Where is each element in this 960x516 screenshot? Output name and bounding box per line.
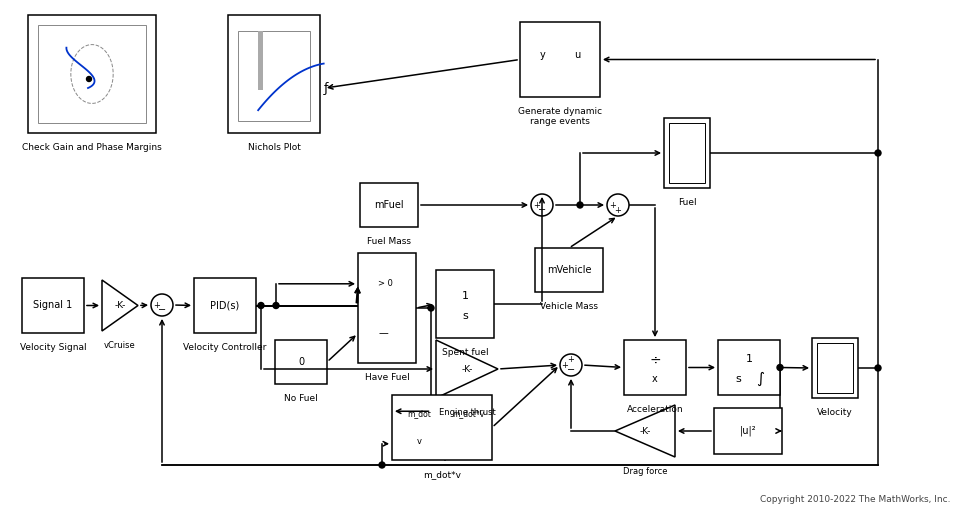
Circle shape bbox=[428, 305, 434, 311]
FancyBboxPatch shape bbox=[194, 278, 256, 333]
Text: -K-: -K- bbox=[639, 427, 651, 436]
Text: u: u bbox=[574, 50, 581, 59]
Text: x: x bbox=[652, 374, 658, 383]
Text: Check Gain and Phase Margins: Check Gain and Phase Margins bbox=[22, 143, 162, 152]
Text: −: − bbox=[538, 205, 546, 216]
Text: Have Fuel: Have Fuel bbox=[365, 373, 409, 382]
FancyBboxPatch shape bbox=[718, 340, 780, 395]
Text: m_dot*v: m_dot*v bbox=[423, 470, 461, 479]
Text: v: v bbox=[417, 437, 421, 446]
Text: Engine thrust: Engine thrust bbox=[439, 408, 495, 417]
Text: Signal 1: Signal 1 bbox=[34, 300, 73, 311]
FancyBboxPatch shape bbox=[258, 31, 263, 89]
FancyBboxPatch shape bbox=[436, 270, 494, 338]
Text: Fuel: Fuel bbox=[678, 198, 696, 207]
Text: 0: 0 bbox=[298, 357, 304, 367]
Text: +: + bbox=[153, 300, 160, 310]
Text: s: s bbox=[462, 311, 468, 321]
Text: Nichols Plot: Nichols Plot bbox=[248, 143, 300, 152]
Circle shape bbox=[258, 302, 264, 309]
Text: Velocity Signal: Velocity Signal bbox=[20, 343, 86, 352]
Text: -K-: -K- bbox=[462, 364, 472, 374]
Circle shape bbox=[875, 365, 881, 371]
Text: -K-: -K- bbox=[114, 301, 126, 310]
FancyBboxPatch shape bbox=[664, 118, 710, 188]
Text: +: + bbox=[614, 206, 621, 215]
Text: Acceleration: Acceleration bbox=[627, 405, 684, 414]
Text: > 0: > 0 bbox=[378, 279, 394, 288]
Text: vCruise: vCruise bbox=[104, 341, 136, 350]
Text: Drag force: Drag force bbox=[623, 467, 667, 476]
Text: Vehicle Mass: Vehicle Mass bbox=[540, 302, 598, 311]
Text: +: + bbox=[562, 361, 568, 369]
Circle shape bbox=[151, 294, 173, 316]
Circle shape bbox=[607, 194, 629, 216]
Text: +: + bbox=[567, 355, 574, 364]
FancyBboxPatch shape bbox=[22, 278, 84, 333]
Circle shape bbox=[379, 462, 385, 468]
Text: ÷: ÷ bbox=[649, 354, 660, 368]
FancyBboxPatch shape bbox=[228, 15, 320, 133]
Text: mFuel: mFuel bbox=[374, 200, 404, 210]
Text: 1: 1 bbox=[746, 354, 753, 364]
Text: −: − bbox=[158, 305, 166, 315]
Text: m_dot*v: m_dot*v bbox=[452, 409, 484, 417]
Text: range events: range events bbox=[530, 117, 590, 126]
Text: Spent fuel: Spent fuel bbox=[442, 348, 489, 357]
FancyBboxPatch shape bbox=[38, 25, 146, 123]
Text: mVehicle: mVehicle bbox=[547, 265, 591, 275]
FancyBboxPatch shape bbox=[358, 253, 416, 363]
FancyBboxPatch shape bbox=[520, 22, 600, 97]
Circle shape bbox=[560, 354, 582, 376]
Circle shape bbox=[273, 302, 279, 309]
Text: —: — bbox=[378, 328, 388, 338]
Circle shape bbox=[777, 364, 783, 370]
Text: Generate dynamic: Generate dynamic bbox=[518, 107, 602, 116]
Polygon shape bbox=[102, 280, 138, 331]
Text: PID(s): PID(s) bbox=[210, 300, 240, 311]
Text: |u|²: |u|² bbox=[740, 426, 756, 436]
FancyBboxPatch shape bbox=[275, 340, 327, 384]
FancyBboxPatch shape bbox=[817, 343, 853, 393]
Circle shape bbox=[86, 76, 91, 82]
Text: −: − bbox=[567, 365, 575, 376]
Circle shape bbox=[875, 150, 881, 156]
Text: m_dot: m_dot bbox=[407, 409, 431, 417]
Text: ƒ: ƒ bbox=[324, 82, 328, 94]
Circle shape bbox=[577, 202, 583, 208]
FancyBboxPatch shape bbox=[360, 183, 418, 227]
Text: Velocity Controller: Velocity Controller bbox=[183, 343, 267, 352]
Text: Fuel Mass: Fuel Mass bbox=[367, 237, 411, 246]
Text: s: s bbox=[735, 374, 741, 383]
FancyBboxPatch shape bbox=[238, 31, 310, 121]
FancyBboxPatch shape bbox=[28, 15, 156, 133]
Polygon shape bbox=[436, 340, 498, 398]
FancyBboxPatch shape bbox=[669, 123, 705, 183]
FancyBboxPatch shape bbox=[535, 248, 603, 292]
Text: ∫: ∫ bbox=[756, 371, 764, 386]
Text: 1: 1 bbox=[462, 291, 468, 301]
Text: +: + bbox=[533, 201, 540, 209]
FancyBboxPatch shape bbox=[392, 395, 492, 460]
Text: Velocity: Velocity bbox=[817, 408, 852, 417]
Text: y: y bbox=[540, 50, 545, 59]
Circle shape bbox=[531, 194, 553, 216]
Text: +: + bbox=[609, 201, 616, 209]
Polygon shape bbox=[615, 405, 675, 457]
Text: Copyright 2010-2022 The MathWorks, Inc.: Copyright 2010-2022 The MathWorks, Inc. bbox=[759, 495, 950, 504]
FancyBboxPatch shape bbox=[812, 338, 858, 398]
FancyBboxPatch shape bbox=[624, 340, 686, 395]
Text: No Fuel: No Fuel bbox=[284, 394, 318, 403]
FancyBboxPatch shape bbox=[714, 408, 782, 454]
